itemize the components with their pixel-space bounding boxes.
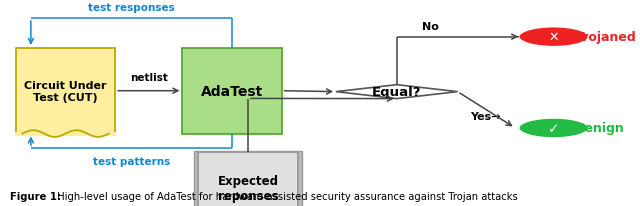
Text: Circuit Under
Test (CUT): Circuit Under Test (CUT) xyxy=(24,81,107,102)
Circle shape xyxy=(518,118,589,139)
FancyBboxPatch shape xyxy=(198,152,298,206)
Text: Yes→: Yes→ xyxy=(470,111,501,121)
Circle shape xyxy=(518,27,589,48)
Text: No: No xyxy=(422,22,439,32)
FancyBboxPatch shape xyxy=(182,49,282,134)
Text: test responses: test responses xyxy=(88,4,175,13)
FancyBboxPatch shape xyxy=(16,49,115,134)
Text: Expected
reponses: Expected reponses xyxy=(218,174,278,202)
Text: Trojaned: Trojaned xyxy=(576,31,637,44)
Text: ✓: ✓ xyxy=(548,121,559,135)
Text: AdaTest: AdaTest xyxy=(201,84,263,98)
FancyBboxPatch shape xyxy=(194,151,302,206)
Polygon shape xyxy=(336,85,458,99)
Text: netlist: netlist xyxy=(130,73,168,83)
Text: Benign: Benign xyxy=(576,122,625,135)
Text: ✕: ✕ xyxy=(548,31,559,44)
Text: test patterns: test patterns xyxy=(93,156,170,166)
Text: Equal?: Equal? xyxy=(372,86,422,99)
Text: High-level usage of AdaTest for hardware-assisted security assurance against Tro: High-level usage of AdaTest for hardware… xyxy=(54,191,518,201)
Text: Figure 1:: Figure 1: xyxy=(10,191,61,201)
